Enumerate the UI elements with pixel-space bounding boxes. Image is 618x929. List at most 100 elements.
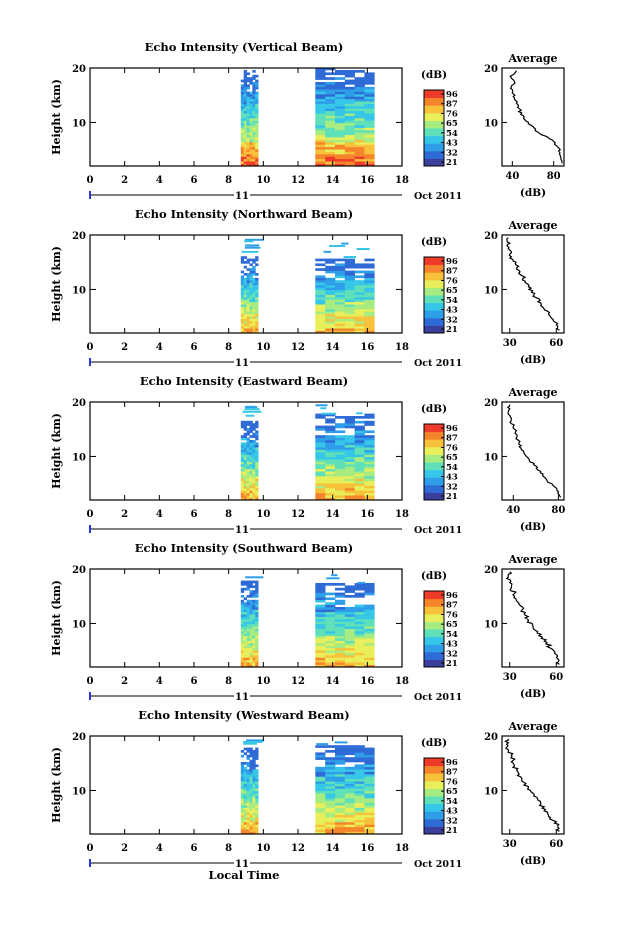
intensity-cell	[243, 814, 247, 818]
intensity-cell	[243, 256, 247, 259]
intensity-cell	[255, 752, 259, 756]
intensity-cell	[335, 664, 346, 668]
intensity-cell	[255, 757, 259, 760]
intensity-cell	[326, 577, 340, 580]
average-title: Average	[507, 720, 557, 733]
intensity-cell	[240, 798, 245, 801]
intensity-cell	[335, 309, 346, 312]
intensity-cell	[255, 822, 259, 825]
colorbar-segment	[424, 116, 444, 119]
intensity-cell	[335, 488, 346, 491]
y-tick-label: 20	[72, 398, 86, 409]
intensity-cell	[243, 96, 247, 100]
intensity-cell	[252, 94, 256, 97]
intensity-cell	[354, 769, 365, 772]
intensity-cell	[325, 311, 336, 315]
intensity-cell	[249, 130, 253, 133]
intensity-cell	[252, 471, 256, 474]
intensity-cell	[354, 82, 365, 85]
colorbar-segment	[424, 623, 444, 626]
intensity-cell	[243, 299, 247, 303]
intensity-cell	[240, 154, 245, 157]
intensity-cell	[249, 285, 253, 288]
intensity-cell	[243, 616, 247, 620]
intensity-cell	[255, 301, 259, 305]
colorbar-segment	[424, 302, 444, 305]
intensity-cell	[252, 476, 256, 479]
intensity-cell	[354, 316, 365, 319]
intensity-cell	[364, 619, 375, 622]
intensity-cell	[364, 294, 375, 298]
intensity-cell	[240, 301, 245, 305]
intensity-cell	[354, 449, 365, 453]
intensity-cell	[364, 471, 375, 474]
intensity-cell	[325, 611, 336, 615]
intensity-cell	[246, 139, 250, 143]
colorbar-unit-label: (dB)	[421, 236, 447, 248]
intensity-cell	[249, 655, 253, 658]
intensity-cell	[243, 597, 247, 601]
intensity-cell	[252, 84, 256, 88]
intensity-cell	[315, 480, 326, 484]
intensity-cell	[255, 800, 259, 804]
intensity-cell	[246, 628, 250, 632]
intensity-cell	[315, 156, 326, 160]
intensity-cell	[335, 788, 346, 792]
intensity-cell	[252, 139, 256, 143]
intensity-cell	[364, 452, 375, 455]
intensity-cell	[240, 118, 245, 121]
intensity-cell	[335, 115, 346, 119]
intensity-cell	[240, 795, 245, 799]
intensity-cell	[344, 146, 355, 150]
intensity-cell	[335, 468, 346, 472]
intensity-cell	[354, 282, 365, 286]
intensity-cell	[364, 430, 375, 434]
intensity-cell	[344, 435, 355, 438]
intensity-cell	[246, 149, 250, 152]
intensity-cell	[249, 480, 253, 484]
intensity-cell	[325, 592, 336, 596]
intensity-cell	[255, 118, 259, 121]
intensity-cell	[246, 151, 250, 155]
intensity-cell	[364, 750, 375, 753]
intensity-cell	[364, 655, 375, 658]
intensity-cell	[364, 423, 375, 426]
intensity-cell	[325, 473, 336, 477]
intensity-cell	[344, 309, 355, 312]
intensity-cell	[325, 292, 336, 295]
intensity-cell	[364, 328, 375, 331]
intensity-cell	[240, 132, 245, 136]
intensity-cell	[315, 96, 326, 100]
intensity-cell	[344, 301, 355, 305]
intensity-cell	[335, 616, 346, 620]
intensity-cell	[252, 285, 256, 288]
colorbar-segment	[424, 429, 444, 433]
intensity-cell	[249, 115, 253, 119]
intensity-cell	[255, 115, 259, 119]
intensity-cell	[255, 313, 259, 317]
intensity-cell	[315, 638, 326, 641]
intensity-cell	[354, 750, 365, 753]
intensity-cell	[246, 316, 250, 319]
intensity-cell	[325, 664, 336, 668]
intensity-cell	[315, 449, 326, 453]
colorbar-segment	[424, 761, 444, 765]
intensity-cell	[364, 762, 375, 765]
intensity-cell	[243, 428, 247, 431]
intensity-cell	[354, 621, 365, 625]
intensity-cell	[335, 72, 346, 76]
intensity-cell	[344, 788, 355, 792]
intensity-cell	[246, 762, 250, 765]
intensity-cell	[315, 490, 326, 494]
intensity-cell	[255, 442, 259, 446]
intensity-cell	[335, 459, 346, 462]
average-y-tick-label: 10	[484, 619, 498, 630]
average-x-tick-label: 30	[503, 672, 517, 683]
intensity-cell	[252, 822, 256, 825]
intensity-cell	[335, 595, 346, 598]
intensity-cell	[354, 473, 365, 477]
colorbar-tick-label: 96	[446, 424, 458, 434]
intensity-cell	[354, 614, 365, 617]
colorbar-segment	[424, 811, 444, 814]
x-tick-label: 4	[156, 509, 163, 520]
